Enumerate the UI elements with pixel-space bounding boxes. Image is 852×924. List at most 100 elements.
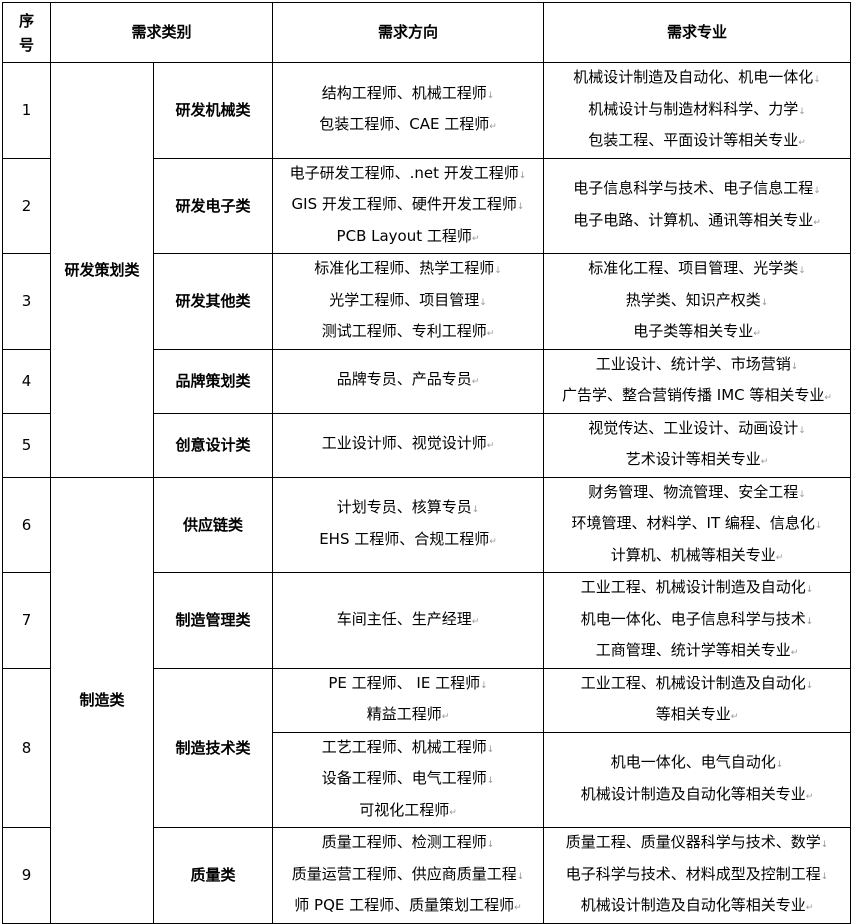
header-seq-line: 号: [18, 35, 34, 54]
text-line: GIS 开发工程师、硬件开发工程师: [273, 190, 543, 222]
subcategory: 供应链类: [153, 476, 273, 573]
text-line: 品牌专员、产品专员: [273, 365, 543, 397]
text-line: 质量工程师、检测工程师: [273, 828, 543, 860]
text-line: 光学工程师、项目管理: [273, 286, 543, 318]
header-direction: 需求方向: [272, 2, 544, 63]
text-line: 工业设计、统计学、市场营销: [544, 350, 850, 382]
row-number: 3: [2, 253, 51, 350]
major-cell: 机械设计制造及自动化、机电一体化机械设计与制造材料科学、力学包装工程、平面设计等…: [543, 62, 851, 159]
major-cell: 工业工程、机械设计制造及自动化等相关专业: [543, 667, 851, 733]
text-line: 计算机、机械等相关专业: [544, 541, 850, 573]
text-line: 计划专员、核算专员: [273, 493, 543, 525]
row-number: 8: [2, 667, 51, 828]
text-line: 财务管理、物流管理、安全工程: [544, 478, 850, 510]
subcategory: 研发其他类: [153, 253, 273, 350]
direction-cell: 工业设计师、视觉设计师: [272, 412, 544, 478]
major-cell: 机电一体化、电气自动化机械设计制造及自动化等相关专业: [543, 731, 851, 828]
direction-cell: 结构工程师、机械工程师包装工程师、CAE 工程师: [272, 62, 544, 159]
text-line: 机械设计与制造材料科学、力学: [544, 95, 850, 127]
text-line: 工业工程、机械设计制造及自动化: [544, 573, 850, 605]
category-group: 制造类: [50, 476, 154, 924]
text-line: 可视化工程师: [273, 796, 543, 828]
direction-cell: 品牌专员、产品专员: [272, 348, 544, 414]
header-row: 序 号 需求类别 需求方向 需求专业: [2, 2, 851, 63]
text-line: 热学类、知识产权类: [544, 286, 850, 318]
text-line: 电子类等相关专业: [544, 317, 850, 349]
text-line: 环境管理、材料学、IT 编程、信息化: [544, 509, 850, 541]
subcategory: 制造技术类: [153, 667, 273, 828]
text-line: 艺术设计等相关专业: [544, 445, 850, 477]
text-line: 电子研发工程师、.net 开发工程师: [273, 159, 543, 191]
table-row: 工艺工程师、机械工程师设备工程师、电气工程师可视化工程师机电一体化、电气自动化机…: [3, 731, 851, 828]
text-line: 电子科学与技术、材料成型及控制工程: [544, 860, 850, 892]
row-number: 7: [2, 572, 51, 669]
text-line: 电子电路、计算机、通讯等相关专业: [544, 206, 850, 238]
subcategory: 品牌策划类: [153, 348, 273, 414]
category-group: 研发策划类: [50, 62, 154, 478]
direction-cell: 计划专员、核算专员EHS 工程师、合规工程师: [272, 476, 544, 573]
text-line: 结构工程师、机械工程师: [273, 79, 543, 111]
text-line: 工业工程、机械设计制造及自动化: [544, 669, 850, 701]
text-line: 设备工程师、电气工程师: [273, 764, 543, 796]
text-line: 车间主任、生产经理: [273, 605, 543, 637]
major-cell: 视觉传达、工业设计、动画设计艺术设计等相关专业: [543, 412, 851, 478]
subcategory: 研发机械类: [153, 62, 273, 159]
text-line: PE 工程师、 IE 工程师: [273, 669, 543, 701]
text-line: 质量运营工程师、供应商质量工程: [273, 860, 543, 892]
text-line: 精益工程师: [273, 700, 543, 732]
direction-cell: 质量工程师、检测工程师质量运营工程师、供应商质量工程师 PQE 工程师、质量策划…: [272, 827, 544, 924]
row-number: 4: [2, 348, 51, 414]
text-line: 工商管理、统计学等相关专业: [544, 636, 850, 668]
text-line: EHS 工程师、合规工程师: [273, 525, 543, 557]
row-number: 9: [2, 827, 51, 924]
major-cell: 财务管理、物流管理、安全工程环境管理、材料学、IT 编程、信息化计算机、机械等相…: [543, 476, 851, 573]
row-number: 1: [2, 62, 51, 159]
text-line: 测试工程师、专利工程师: [273, 317, 543, 349]
major-cell: 质量工程、质量仪器科学与技术、数学电子科学与技术、材料成型及控制工程机械设计制造…: [543, 827, 851, 924]
subcategory: 制造管理类: [153, 572, 273, 669]
direction-cell: 工艺工程师、机械工程师设备工程师、电气工程师可视化工程师: [272, 731, 544, 828]
text-line: 机电一体化、电子信息科学与技术: [544, 605, 850, 637]
text-line: 标准化工程师、热学工程师: [273, 254, 543, 286]
header-category: 需求类别: [50, 2, 273, 63]
text-line: 质量工程、质量仪器科学与技术、数学: [544, 828, 850, 860]
text-line: 包装工程、平面设计等相关专业: [544, 126, 850, 158]
text-line: PCB Layout 工程师: [273, 222, 543, 254]
text-line: 标准化工程、项目管理、光学类: [544, 254, 850, 286]
text-line: 视觉传达、工业设计、动画设计: [544, 414, 850, 446]
direction-cell: 标准化工程师、热学工程师光学工程师、项目管理测试工程师、专利工程师: [272, 253, 544, 350]
subcategory: 创意设计类: [153, 412, 273, 478]
subcategory: 研发电子类: [153, 157, 273, 254]
text-line: 师 PQE 工程师、质量策划工程师: [273, 891, 543, 923]
text-line: 工艺工程师、机械工程师: [273, 733, 543, 765]
subcategory: 质量类: [153, 827, 273, 924]
text-line: 机械设计制造及自动化等相关专业: [544, 891, 850, 923]
major-cell: 电子信息科学与技术、电子信息工程电子电路、计算机、通讯等相关专业: [543, 157, 851, 254]
direction-cell: 电子研发工程师、.net 开发工程师GIS 开发工程师、硬件开发工程师PCB L…: [272, 157, 544, 254]
row-number: 2: [2, 157, 51, 254]
table-row: 3 研发其他类标准化工程师、热学工程师光学工程师、项目管理测试工程师、专利工程师标…: [2, 253, 851, 350]
major-cell: 标准化工程、项目管理、光学类热学类、知识产权类电子类等相关专业: [543, 253, 851, 350]
text-line: 机械设计制造及自动化、机电一体化: [544, 63, 850, 95]
direction-cell: PE 工程师、 IE 工程师精益工程师: [272, 667, 544, 733]
header-seq: 序 号: [2, 2, 51, 63]
row-number: 6: [2, 476, 51, 573]
major-cell: 工业工程、机械设计制造及自动化机电一体化、电子信息科学与技术工商管理、统计学等相…: [543, 572, 851, 669]
text-line: 机电一体化、电气自动化: [544, 748, 850, 780]
direction-cell: 车间主任、生产经理: [272, 572, 544, 669]
text-line: 机械设计制造及自动化等相关专业: [544, 780, 850, 812]
row-number: 5: [2, 412, 51, 478]
text-line: 等相关专业: [544, 700, 850, 732]
text-line: 包装工程师、CAE 工程师: [273, 110, 543, 142]
header-major: 需求专业: [543, 2, 851, 63]
header-seq-line: 序: [18, 11, 34, 30]
text-line: 广告学、整合营销传播 IMC 等相关专业: [544, 381, 850, 413]
major-cell: 工业设计、统计学、市场营销广告学、整合营销传播 IMC 等相关专业: [543, 348, 851, 414]
text-line: 电子信息科学与技术、电子信息工程: [544, 174, 850, 206]
